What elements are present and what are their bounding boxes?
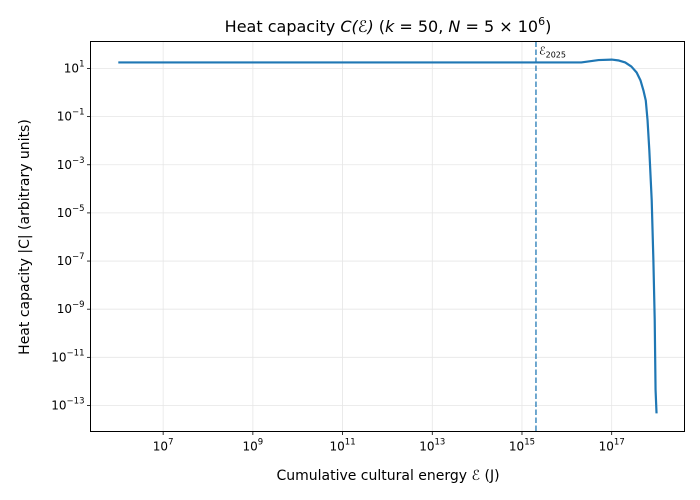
x-tick-base: 10 xyxy=(330,440,345,454)
vline-label: ℰ2025 xyxy=(539,45,566,60)
y-tick-exponent: −9 xyxy=(72,300,85,310)
y-tick-exponent: −1 xyxy=(72,108,85,118)
x-tick-exponent: 9 xyxy=(258,438,263,448)
y-tick-label: 10−5 xyxy=(57,204,85,220)
x-axis-label: Cumulative cultural energy ℰ (J) xyxy=(276,468,499,484)
x-tick-exponent: 13 xyxy=(435,438,446,448)
x-axis-ticks: 107 109 1011 1013 1015 1017 xyxy=(153,431,625,454)
y-tick-base: 10 xyxy=(51,398,66,412)
y-tick-label: 10−7 xyxy=(57,252,85,268)
y-tick-label: 101 xyxy=(64,59,85,75)
y-tick-base: 10 xyxy=(57,110,72,124)
y-tick-base: 10 xyxy=(57,254,72,268)
y-tick-base: 10 xyxy=(57,158,72,172)
x-tick-label: 1013 xyxy=(419,438,445,454)
x-tick-label: 1011 xyxy=(330,438,356,454)
chart-title: Heat capacity C(ℰ) (k = 50, N = 5 × 106) xyxy=(225,15,552,36)
x-tick-label: 1017 xyxy=(599,438,625,454)
x-tick-base: 10 xyxy=(153,440,168,454)
y-tick-exponent: −7 xyxy=(72,252,85,262)
y-tick-label: 10−9 xyxy=(57,300,85,316)
y-tick-base: 10 xyxy=(51,350,66,364)
y-tick-base: 10 xyxy=(57,302,72,316)
plot-frame xyxy=(90,41,685,432)
plot-marks: ℰ2025 xyxy=(118,41,658,432)
y-tick-base: 10 xyxy=(64,61,79,75)
grid xyxy=(90,41,685,432)
vline-label-base: ℰ xyxy=(539,45,546,58)
x-tick-base: 10 xyxy=(419,440,434,454)
x-tick-exponent: 7 xyxy=(168,438,173,448)
y-tick-exponent: −5 xyxy=(72,204,85,214)
x-tick-exponent: 17 xyxy=(614,438,625,448)
y-tick-base: 10 xyxy=(57,206,72,220)
y-tick-exponent: −13 xyxy=(67,396,85,406)
y-tick-label: 10−11 xyxy=(51,348,84,364)
y-tick-label: 10−1 xyxy=(57,108,85,124)
x-tick-label: 1015 xyxy=(509,438,535,454)
y-tick-exponent: −11 xyxy=(67,348,85,358)
y-tick-label: 10−3 xyxy=(57,156,85,172)
y-tick-exponent: −3 xyxy=(72,156,85,166)
y-tick-label: 10−13 xyxy=(51,396,84,412)
y-axis-label: Heat capacity |C| (arbitrary units) xyxy=(17,119,33,355)
x-tick-label: 107 xyxy=(153,438,174,454)
x-tick-exponent: 15 xyxy=(524,438,535,448)
series-line-heat-capacity xyxy=(118,58,658,414)
vline-label-sub: 2025 xyxy=(546,51,566,60)
y-tick-exponent: 1 xyxy=(79,59,84,69)
x-tick-label: 109 xyxy=(243,438,264,454)
x-tick-exponent: 11 xyxy=(345,438,356,448)
x-tick-base: 10 xyxy=(243,440,258,454)
x-tick-base: 10 xyxy=(509,440,524,454)
x-tick-base: 10 xyxy=(599,440,614,454)
